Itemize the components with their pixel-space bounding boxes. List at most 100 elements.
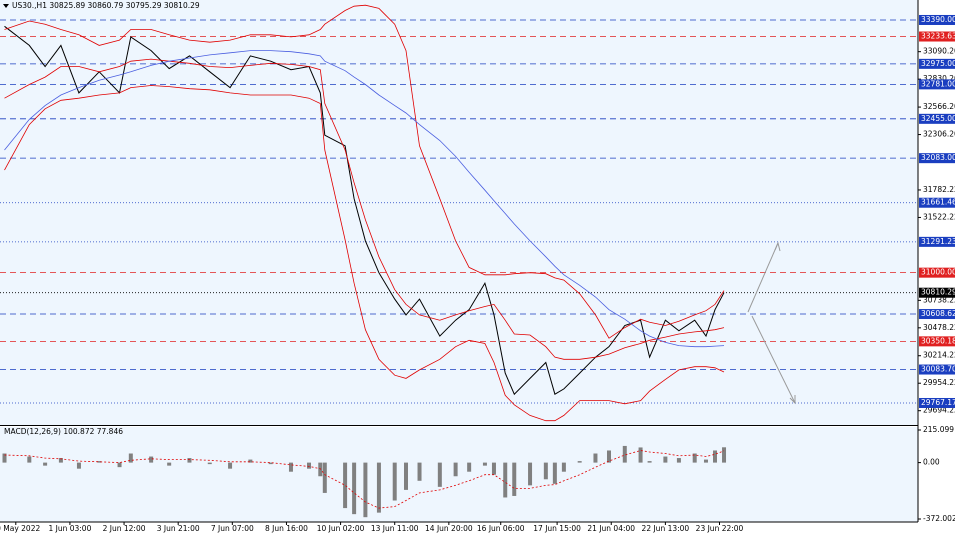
macd-bar (149, 456, 154, 463)
x-tick-label: 1 Jun 03:00 (48, 524, 91, 533)
level-label-bg (919, 397, 955, 408)
y-tick-label: 29694.22 (923, 406, 955, 415)
level-label-bg (919, 113, 955, 124)
level-label: 30608.62 (921, 309, 955, 318)
macd-bar (482, 462, 487, 466)
x-tick-label: 3 Jun 21:00 (157, 524, 200, 533)
macd-bar (552, 462, 557, 484)
x-tick-label: 2 Jun 12:00 (103, 524, 146, 533)
level-label: 31000.00 (921, 268, 955, 277)
macd-bar (167, 462, 172, 466)
macd-bar (343, 462, 348, 509)
macd-bar (268, 462, 273, 465)
level-label-bg (919, 287, 955, 298)
macd-bar (392, 462, 397, 501)
macd-tick-label: 215.099 (923, 425, 954, 434)
macd-bar (467, 462, 472, 472)
macd-bar (512, 462, 517, 496)
macd-bar (663, 456, 668, 463)
macd-bar (363, 462, 368, 518)
macd-bar (528, 462, 533, 486)
y-tick-label: 30738.22 (923, 295, 955, 304)
indicator-line (4, 58, 725, 360)
macd-bar (606, 450, 611, 463)
macd-bar (561, 462, 566, 472)
chart-title: US30.,H1 30825.89 30860.79 30795.29 3081… (12, 1, 200, 10)
y-tick-label: 31522.22 (923, 212, 955, 221)
macd-bar (187, 458, 192, 463)
macd-title: MACD(12,26,9) 100.872 77.846 (4, 427, 123, 436)
indicator-line (4, 50, 725, 348)
macd-bar (692, 453, 697, 463)
price-line (4, 25, 725, 396)
macd-bar (97, 461, 102, 463)
macd-bar (437, 462, 442, 487)
x-tick-label: 23 Jun 22:00 (696, 524, 744, 533)
level-label-bg (919, 364, 955, 375)
level-label: 30083.70 (921, 365, 955, 374)
macd-bar (491, 462, 496, 475)
macd-bar (307, 462, 312, 469)
y-tick-label: 33090.20 (923, 47, 955, 56)
macd-bar (248, 459, 253, 463)
x-tick-label: 7 Jun 07:00 (211, 524, 254, 533)
macd-bar (638, 447, 643, 463)
macd-bar (722, 447, 727, 463)
y-tick-label: 32306.20 (923, 130, 955, 139)
level-label-bg (919, 153, 955, 164)
macd-bar (318, 462, 323, 477)
macd-bar (622, 445, 627, 463)
macd-bar (647, 461, 652, 463)
x-tick-label: 30 May 2022 (0, 524, 40, 533)
x-tick-label: 8 Jun 16:00 (265, 524, 308, 533)
level-label: 32455.00 (921, 114, 955, 123)
macd-bar (703, 459, 708, 463)
macd-signal (4, 450, 725, 509)
macd-bar (322, 462, 327, 493)
level-label: 30810.29 (921, 288, 955, 297)
level-label-bg (919, 309, 955, 320)
level-label-bg (919, 236, 955, 247)
x-tick-label: 21 Jun 04:00 (587, 524, 635, 533)
arrow-down (751, 315, 796, 404)
macd-bar (713, 450, 718, 463)
level-label: 32975.00 (921, 59, 955, 68)
arrow-up (747, 242, 779, 313)
macd-bar (288, 462, 293, 472)
macd-bar (453, 462, 458, 477)
y-tick-label: 29954.22 (923, 378, 955, 387)
y-tick-label: 32566.20 (923, 102, 955, 111)
arrow-up-head (774, 241, 781, 252)
level-label: 32781.00 (921, 79, 955, 88)
x-tick-label: 10 Jun 02:00 (317, 524, 365, 533)
macd-bar (593, 453, 598, 463)
macd-bar (376, 462, 381, 513)
layer: 33090.20 32830.20 32566.20 32306.20 31782.22… (0, 4, 955, 533)
macd-tick-label: 0.00 (923, 458, 940, 467)
macd-bar (577, 461, 582, 463)
macd-bar (117, 462, 122, 468)
level-label-bg (919, 267, 955, 278)
y-tick-label: 32830.20 (923, 74, 955, 83)
forecast-arrows (747, 241, 796, 405)
macd-bar (27, 456, 32, 463)
macd-bar (128, 453, 133, 463)
macd-bar (403, 462, 408, 490)
macd-plot-bg (0, 427, 918, 522)
x-tick-label: 16 Jun 06:00 (477, 524, 525, 533)
macd-bar (2, 453, 7, 463)
level-label-bg (919, 58, 955, 69)
level-label: 33390.00 (921, 15, 955, 24)
level-label: 29767.17 (921, 398, 955, 407)
macd-bar (543, 462, 548, 480)
y-tick-label: 30478.22 (923, 323, 955, 332)
level-label: 33233.63 (921, 32, 955, 41)
macd-bar (76, 462, 81, 469)
x-tick-label: 13 Jun 11:00 (371, 524, 419, 533)
macd-bar (417, 462, 422, 481)
indicator-line (4, 85, 725, 422)
macd-bar (207, 462, 212, 465)
level-label: 31661.46 (921, 198, 955, 207)
